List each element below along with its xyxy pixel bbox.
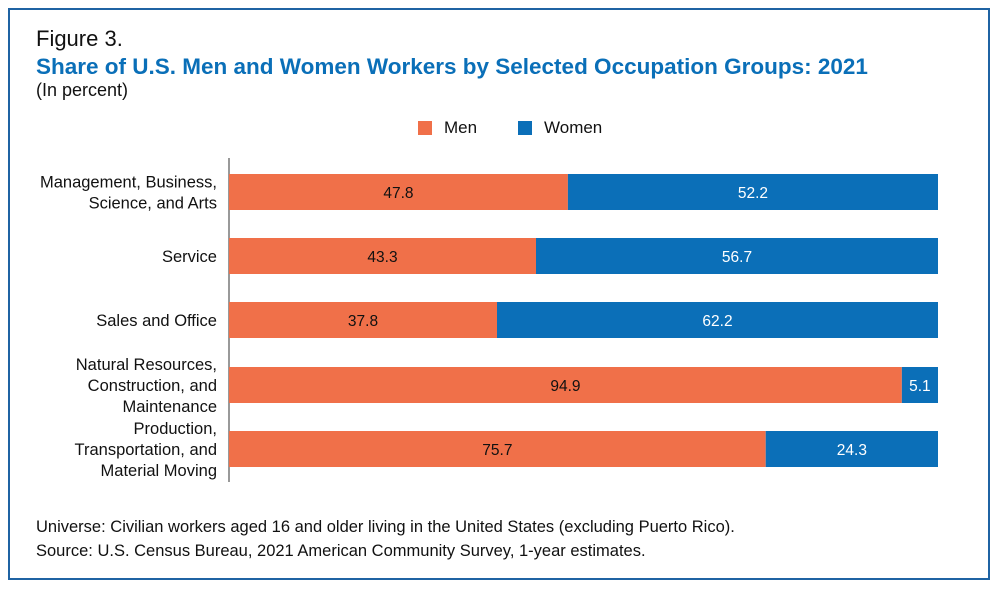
source-note: Source: U.S. Census Bureau, 2021 America…: [36, 539, 735, 563]
data-label-women: 24.3: [837, 442, 867, 459]
stacked-bar-chart: Management, Business, Science, and Arts 47…: [0, 0, 1000, 500]
universe-note: Universe: Civilian workers aged 16 and o…: [36, 515, 735, 539]
category-label: Maintenance: [123, 398, 217, 416]
category-label: Transportation, and: [75, 441, 217, 459]
category-label: Natural Resources,: [76, 356, 217, 374]
category-label: Construction, and: [88, 377, 217, 395]
category-label: Science, and Arts: [89, 195, 217, 213]
category-label: Material Moving: [101, 462, 217, 480]
category-label: Management, Business,: [40, 174, 217, 192]
data-label-men: 75.7: [482, 442, 512, 459]
data-label-women: 62.2: [702, 313, 732, 330]
data-label-men: 47.8: [383, 185, 413, 202]
data-label-women: 56.7: [722, 249, 752, 266]
data-label-women: 5.1: [909, 378, 931, 395]
category-label: Sales and Office: [96, 312, 217, 330]
data-label-women: 52.2: [738, 185, 768, 202]
category-label: Service: [162, 248, 217, 266]
data-label-men: 94.9: [550, 378, 580, 395]
chart-footer: Universe: Civilian workers aged 16 and o…: [36, 515, 735, 563]
data-label-men: 37.8: [348, 313, 378, 330]
category-label: Production,: [134, 420, 217, 438]
data-label-men: 43.3: [367, 249, 397, 266]
